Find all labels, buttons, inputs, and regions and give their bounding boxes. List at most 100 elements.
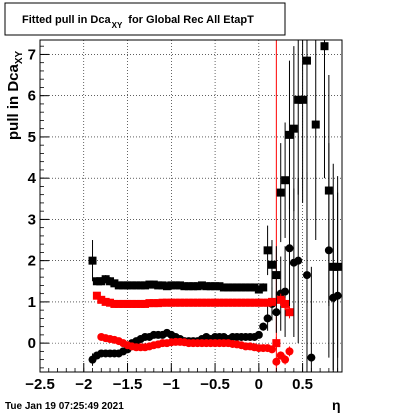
x-tick-label: −2.5 — [25, 376, 55, 393]
data-point-square — [250, 283, 259, 292]
data-point-square — [158, 281, 167, 290]
data-point-square — [285, 308, 294, 317]
data-point-circle — [263, 314, 272, 323]
data-point-square — [237, 298, 246, 307]
data-point-square — [184, 298, 193, 307]
data-point-square — [246, 298, 255, 307]
data-point-square — [276, 295, 285, 304]
y-tick-label: 1 — [28, 294, 36, 311]
data-point-square — [259, 283, 268, 292]
y-axis-title: pull in DcaXY — [5, 50, 25, 140]
x-tick-label: −1.5 — [113, 376, 143, 393]
data-point-circle — [324, 246, 333, 255]
y-tick-label: 0 — [28, 335, 36, 352]
data-point-square — [114, 299, 123, 308]
data-point-circle — [281, 287, 290, 296]
data-point-square — [259, 298, 268, 307]
data-point-square — [281, 176, 290, 185]
data-point-square — [162, 298, 171, 307]
data-point-square — [110, 299, 119, 308]
x-tick-label: 0.5 — [292, 376, 313, 393]
y-axis-title-subscript: XY — [14, 50, 25, 64]
series-1 — [88, 143, 342, 372]
data-point-square — [180, 298, 189, 307]
data-point-square — [285, 130, 294, 139]
data-point-square — [289, 124, 298, 133]
data-point-square — [281, 299, 290, 308]
data-point-circle — [254, 330, 263, 339]
data-point-square — [171, 298, 180, 307]
x-tick-label: −0.5 — [200, 376, 230, 393]
data-point-square — [311, 120, 320, 129]
x-axis-title: η — [332, 397, 341, 413]
data-point-square — [101, 297, 110, 306]
tick-labels: −2.5 −2 −1.5 −1 −0.5 0 0.5 0 1 2 3 4 5 6 7 — [25, 46, 313, 393]
x-tick-label: 0 — [255, 376, 263, 393]
data-point-square — [263, 246, 272, 255]
data-point-square — [167, 281, 176, 290]
data-point-square — [228, 283, 237, 292]
data-point-square — [215, 298, 224, 307]
data-point-square — [211, 298, 220, 307]
data-point-square — [206, 282, 215, 291]
data-point-square — [101, 275, 110, 284]
data-point-square — [219, 298, 228, 307]
data-point-circle — [267, 345, 276, 354]
data-point-circle — [272, 308, 281, 317]
data-point-square — [132, 281, 141, 290]
data-point-square — [184, 282, 193, 291]
data-point-square — [119, 281, 128, 290]
data-point-square — [110, 279, 119, 288]
data-point-square — [141, 299, 150, 308]
title-frame — [4, 2, 286, 36]
data-point-square — [298, 95, 307, 104]
data-point-square — [224, 283, 233, 292]
x-tick-label: −2 — [75, 376, 92, 393]
data-point-square — [136, 281, 145, 290]
data-point-square — [197, 281, 206, 290]
data-point-square — [202, 282, 211, 291]
data-point-square — [106, 277, 115, 286]
chart-title-subscript: XY — [112, 21, 123, 30]
data-point-square — [219, 283, 228, 292]
data-point-square — [158, 298, 167, 307]
data-point-square — [241, 298, 250, 307]
data-point-square — [162, 282, 171, 291]
data-point-square — [141, 281, 150, 290]
data-point-circle — [272, 357, 281, 366]
data-point-square — [149, 280, 158, 289]
data-point-square — [294, 95, 303, 104]
chart-title: Fitted pull in DcaXY for Global Rec All E… — [22, 14, 254, 30]
data-point-square — [189, 282, 198, 291]
data-point-square — [320, 42, 329, 51]
timestamp: Tue Jan 19 07:25:49 2021 — [5, 401, 124, 412]
title-box: Fitted pull in DcaXY for Global Rec All E… — [4, 2, 286, 36]
data-point-square — [136, 299, 145, 308]
data-point-circle — [333, 291, 342, 300]
y-tick-label: 2 — [28, 253, 36, 270]
data-point-square — [92, 277, 101, 286]
data-point-circle — [285, 244, 294, 253]
data-point-square — [211, 282, 220, 291]
y-tick-label: 7 — [28, 46, 36, 63]
data-point-square — [145, 280, 154, 289]
axis-ticks — [39, 45, 339, 372]
data-point-square — [92, 291, 101, 300]
data-point-circle — [302, 271, 311, 280]
data-point-square — [149, 299, 158, 308]
data-point-square — [145, 299, 154, 308]
data-point-square — [276, 188, 285, 197]
data-point-square — [250, 298, 259, 307]
series-3 — [97, 332, 294, 366]
data-point-square — [263, 298, 272, 307]
data-point-square — [224, 298, 233, 307]
data-point-square — [176, 281, 185, 290]
data-point-square — [97, 277, 106, 286]
data-point-square — [132, 299, 141, 308]
data-point-square — [88, 256, 97, 265]
data-point-square — [202, 298, 211, 307]
y-tick-label: 5 — [28, 129, 36, 146]
chart-title-tail: for Global Rec All EtapT — [128, 14, 254, 26]
data-point-square — [215, 282, 224, 291]
data-point-square — [206, 298, 215, 307]
